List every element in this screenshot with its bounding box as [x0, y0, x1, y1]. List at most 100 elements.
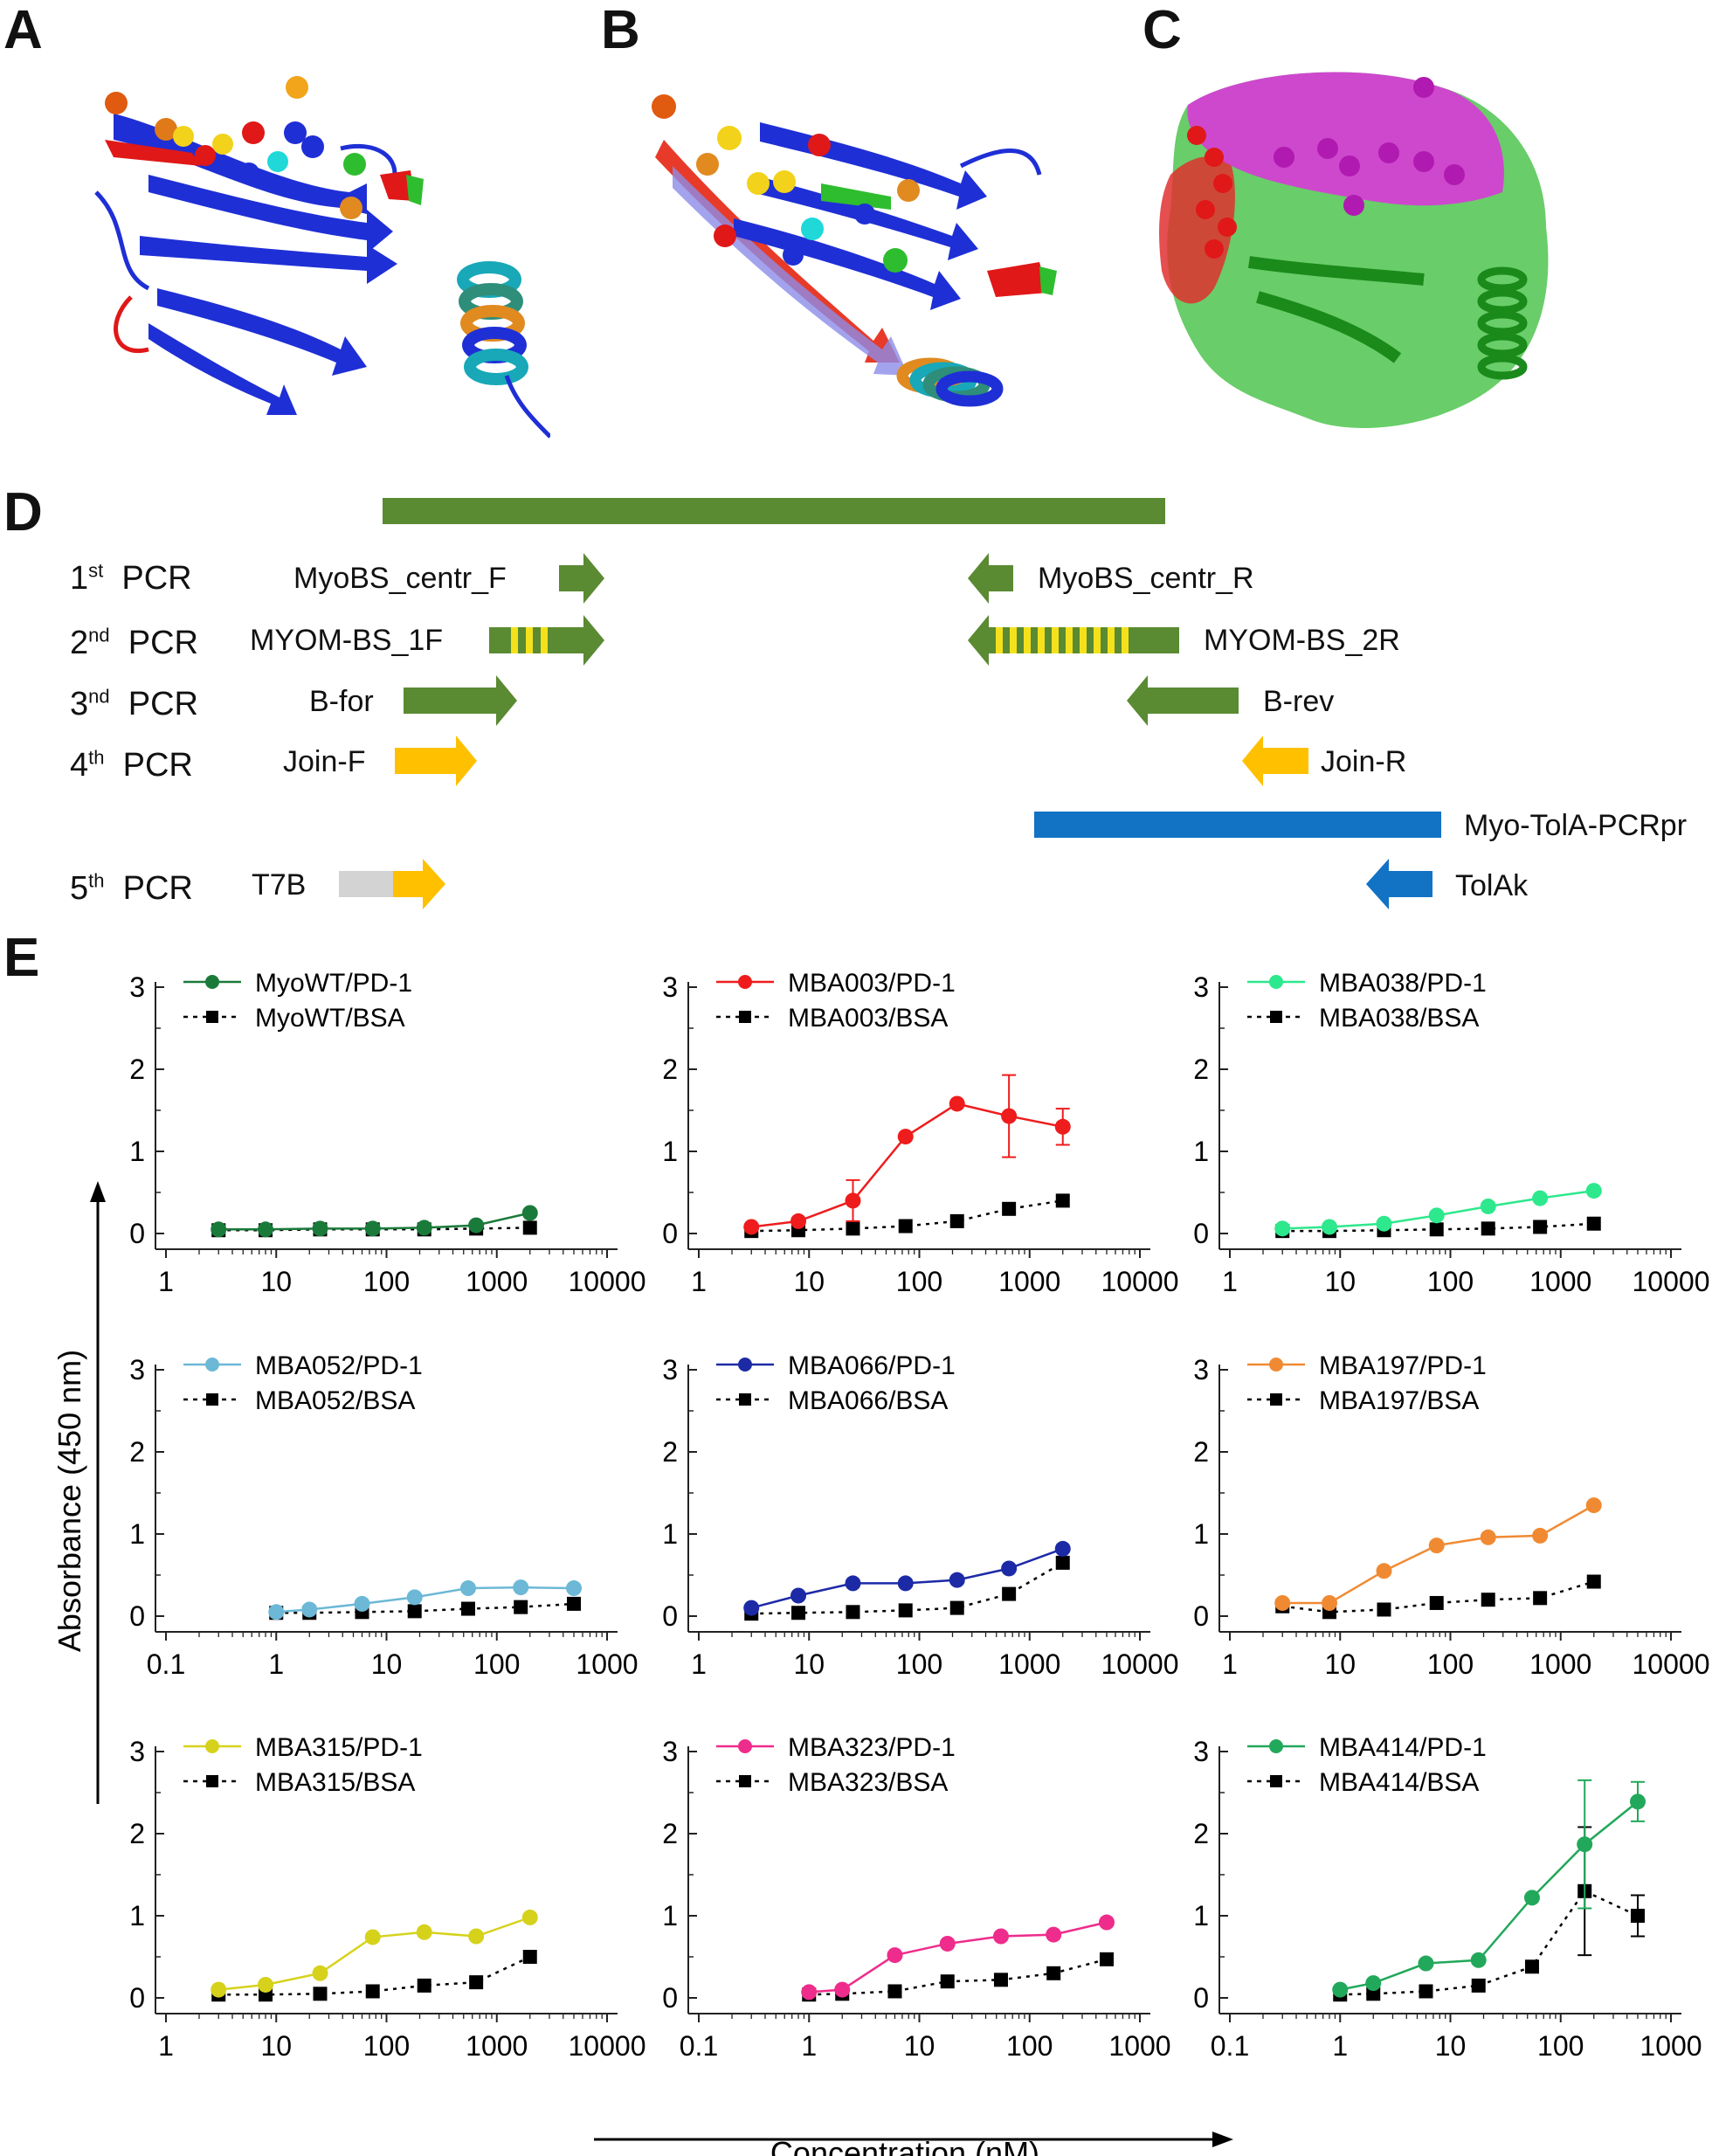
panel-label-c: C — [1142, 0, 1182, 60]
x-tick-label: 1000 — [1529, 1266, 1591, 1297]
data-point-pd1 — [301, 1601, 318, 1618]
x-tick-label: 10000 — [1633, 1266, 1710, 1297]
x-tick-label: 1 — [158, 1266, 174, 1297]
x-tick-label: 1 — [1332, 2030, 1348, 2062]
y-tick-label: 3 — [662, 971, 678, 1003]
data-point-bsa — [1630, 1909, 1645, 1923]
x-tick-label: 1 — [158, 2030, 174, 2062]
y-tick-label: 3 — [129, 1354, 145, 1386]
x-tick-label: 10 — [260, 1266, 292, 1297]
x-tick-label: 10 — [1324, 1648, 1356, 1680]
legend-marker-bsa — [206, 1011, 218, 1023]
template-label: Myo-TolA-PCRpr — [1464, 809, 1688, 842]
y-tick-label: 3 — [1193, 1736, 1209, 1767]
y-tick-label: 0 — [129, 1218, 145, 1249]
chart-mba414: 0 1 2 3 0.1 1 10 100 1000 MBA414/PD-1 MBA414/BSA — [1193, 1733, 1702, 2062]
data-point-pd1 — [992, 1928, 1009, 1945]
primer-b-rev: B-rev — [1263, 685, 1335, 718]
arrow-fwd-5 — [393, 859, 445, 909]
chart-mba052: 0 1 2 3 0.1 1 10 100 1000 MBA052/PD-1 MBA052/BSA — [129, 1351, 638, 1680]
data-point-pd1 — [834, 1981, 851, 1998]
data-point-bsa — [1099, 1952, 1114, 1966]
data-point-bsa — [365, 1984, 380, 1999]
pcr-row-4-label: 4th PCR — [70, 746, 193, 784]
x-tick-label: 1 — [1222, 1266, 1238, 1297]
x-tick-label: 0.1 — [680, 2030, 718, 2062]
arrow-fwd-3 — [404, 675, 517, 726]
x-tick-label: 10 — [1435, 2030, 1467, 2062]
data-point-bsa — [1046, 1966, 1061, 1980]
legend-marker-pd1 — [205, 975, 219, 989]
y-tick-label: 1 — [662, 1136, 678, 1167]
pcr-row-1-label: 1st PCR — [70, 559, 192, 597]
data-point-pd1 — [790, 1587, 807, 1604]
y-tick-label: 2 — [1193, 1054, 1209, 1085]
y-tick-label: 1 — [1193, 1136, 1209, 1167]
y-tick-label: 2 — [662, 1436, 678, 1468]
data-point-pd1 — [1470, 1952, 1487, 1968]
data-point-pd1 — [1532, 1190, 1549, 1206]
legend-marker-pd1 — [205, 1739, 219, 1753]
primer-join-r: Join-R — [1321, 745, 1407, 778]
x-tick-label: 1000 — [998, 1266, 1060, 1297]
data-point-bsa — [522, 1950, 537, 1964]
pcr-row-5-label: 5th PCR — [70, 869, 193, 907]
x-tick-label: 10 — [371, 1648, 403, 1680]
data-point-bsa — [887, 1984, 902, 1999]
x-tick-label: 1 — [691, 1266, 707, 1297]
legend-label-bsa: MBA197/BSA — [1319, 1386, 1479, 1415]
arrow-fwd-1 — [559, 553, 604, 604]
data-point-bsa — [1481, 1593, 1495, 1607]
x-tick-label: 10 — [1324, 1266, 1356, 1297]
x-tick-label: 1000 — [1529, 1648, 1591, 1680]
data-point-pd1 — [1046, 1926, 1062, 1943]
data-point-bsa — [846, 1605, 860, 1620]
legend-label-pd1: MBA052/PD-1 — [255, 1351, 423, 1380]
legend-marker-bsa — [739, 1393, 751, 1406]
primer-t7b: T7B — [252, 868, 307, 902]
legend-label-pd1: MBA038/PD-1 — [1319, 969, 1487, 998]
x-tick-label: 10 — [260, 2030, 292, 2062]
legend-marker-pd1 — [1269, 1358, 1283, 1372]
y-axis-title: Absorbance (450 nm) — [52, 1350, 87, 1652]
y-tick-label: 3 — [1193, 971, 1209, 1003]
panel-label-e: E — [3, 928, 40, 988]
elisa-charts: Absorbance (450 nm) Concentration (nM) 0… — [52, 969, 1710, 2156]
legend-label-pd1: MBA414/PD-1 — [1319, 1733, 1487, 1762]
t7-promoter-segment — [339, 871, 393, 897]
arrow-rev-4 — [1242, 736, 1308, 786]
y-tick-label: 2 — [129, 1818, 145, 1849]
y-axis-arrow-head — [90, 1181, 106, 1202]
data-point-pd1 — [790, 1213, 807, 1229]
x-tick-label: 10000 — [569, 2030, 646, 2062]
data-point-pd1 — [1376, 1215, 1392, 1232]
data-point-pd1 — [801, 1984, 818, 2001]
data-point-pd1 — [1428, 1207, 1445, 1224]
y-tick-label: 2 — [662, 1054, 678, 1085]
y-tick-label: 1 — [1193, 1900, 1209, 1931]
data-point-bsa — [949, 1213, 964, 1228]
legend-marker-bsa — [739, 1011, 751, 1023]
y-tick-label: 3 — [129, 1736, 145, 1767]
arrow-rev-1 — [968, 553, 1013, 604]
data-point-bsa — [949, 1600, 964, 1615]
data-point-bsa — [1481, 1221, 1495, 1236]
legend-marker-pd1 — [1269, 1739, 1283, 1753]
data-point-pd1 — [468, 1217, 485, 1233]
x-tick-label: 1000 — [466, 1266, 528, 1297]
data-point-pd1 — [364, 1220, 381, 1237]
y-tick-label: 3 — [129, 971, 145, 1003]
data-point-pd1 — [468, 1928, 485, 1945]
y-tick-label: 2 — [1193, 1818, 1209, 1849]
legend-marker-bsa — [206, 1393, 218, 1406]
data-point-pd1 — [1054, 1118, 1071, 1135]
data-point-pd1 — [1532, 1527, 1549, 1544]
y-tick-label: 0 — [662, 1600, 678, 1632]
data-point-bsa — [1524, 1959, 1539, 1974]
data-point-pd1 — [513, 1579, 529, 1596]
series-line-pd1 — [1282, 1504, 1595, 1605]
x-tick-label: 10000 — [569, 1266, 646, 1297]
data-point-pd1 — [268, 1604, 285, 1620]
data-point-bsa — [566, 1596, 581, 1611]
data-point-pd1 — [1001, 1560, 1018, 1577]
